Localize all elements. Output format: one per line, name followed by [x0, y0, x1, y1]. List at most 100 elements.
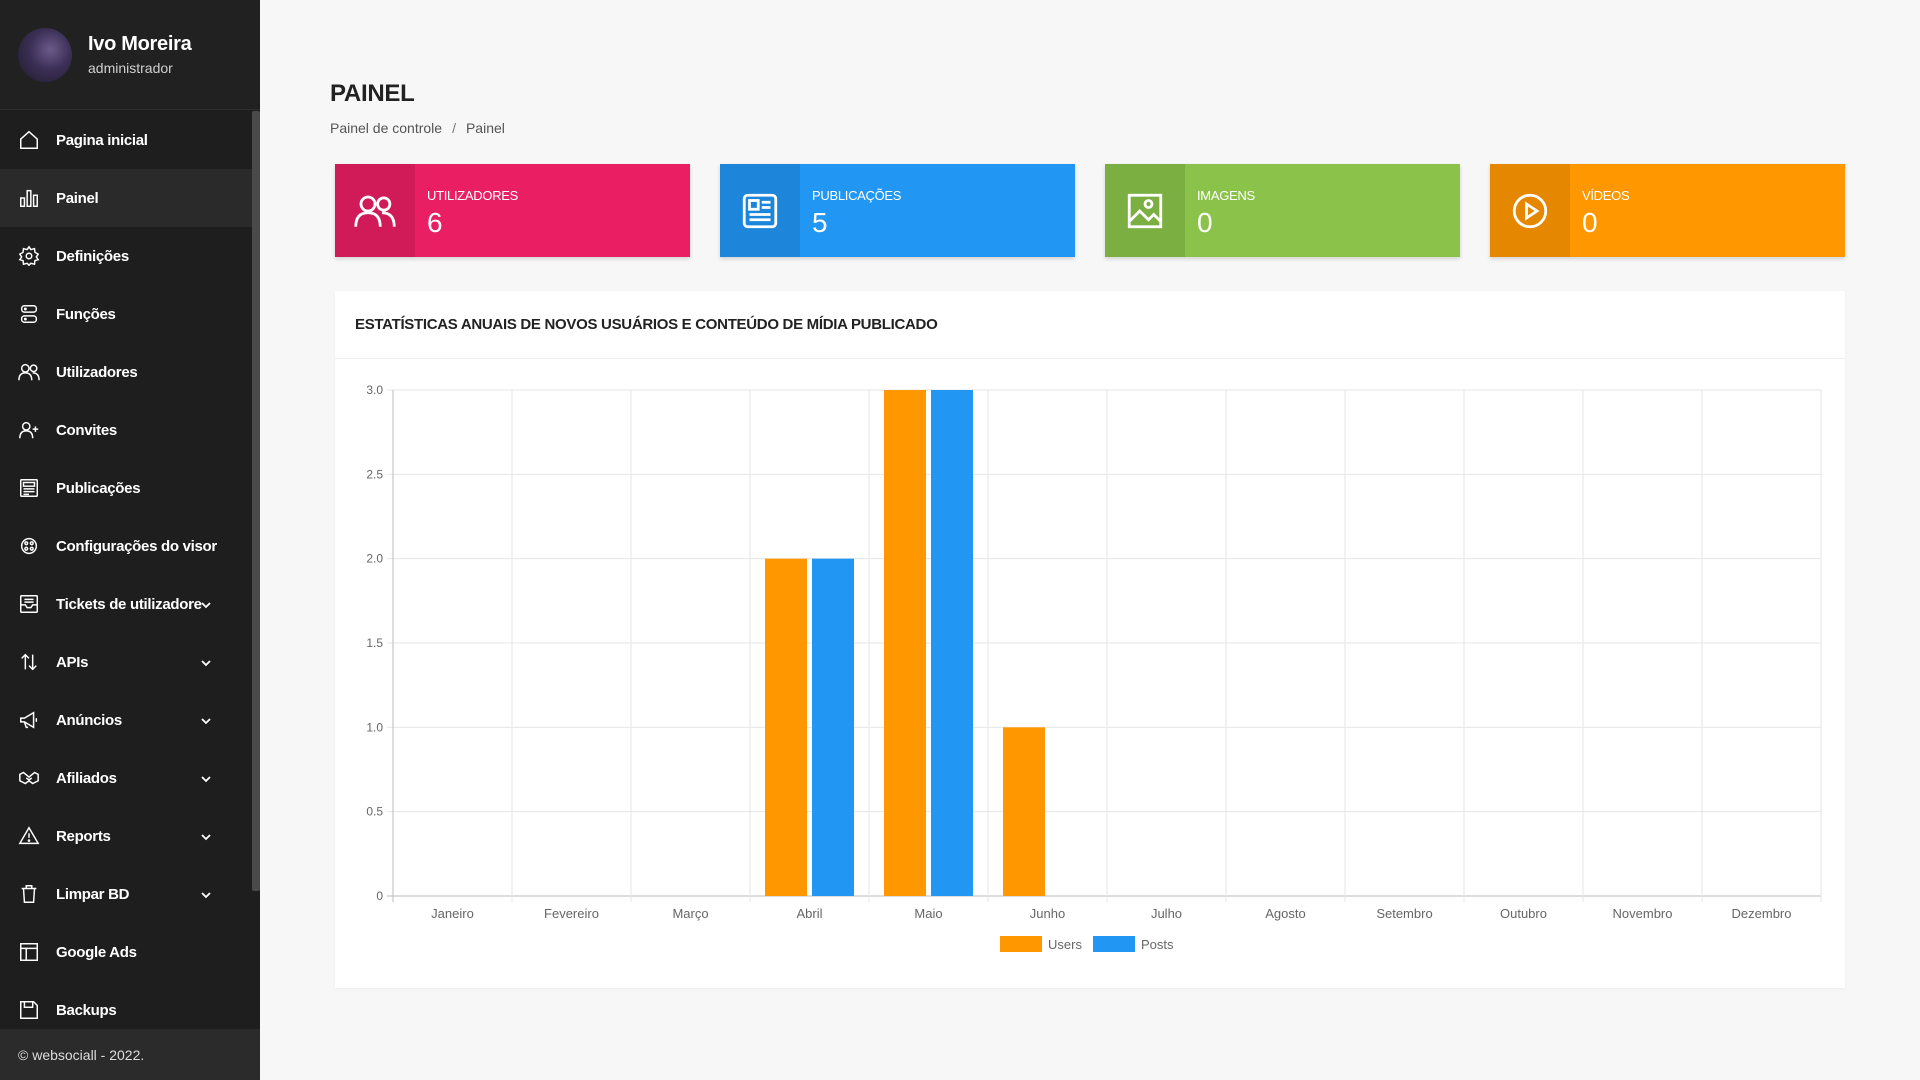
stat-card-value: 0 — [1197, 207, 1213, 238]
sidebar-item-utilizadores[interactable]: Utilizadores — [0, 343, 252, 401]
breadcrumb-item-dashboard[interactable]: Painel de controle — [330, 120, 443, 136]
stat-card-publicacoes[interactable]: PUBLICAÇÕES 5 — [720, 164, 1075, 257]
stat-cards: UTILIZADORES 6 PUBLICAÇÕES 5 IMAGENS 0 VÍDEOS 0 — [335, 164, 1845, 257]
bar-posts-abril — [812, 558, 854, 896]
sidebar-item-label: Publicações — [56, 479, 141, 497]
sidebar-item-backups[interactable]: Backups — [0, 981, 252, 1029]
copyright-footer: © websociall - 2022. — [0, 1029, 260, 1080]
sidebar-item-funcoes[interactable]: Funções — [0, 285, 252, 343]
x-tick-label: Setembro — [1376, 906, 1432, 921]
stat-card-value: 0 — [1582, 207, 1598, 238]
legend-label-users: Users — [1048, 937, 1082, 952]
sidebar-item-label: Funções — [56, 305, 116, 323]
stat-card-label: PUBLICAÇÕES — [812, 188, 902, 203]
sidebar-item-afiliados[interactable]: Afiliados — [0, 749, 252, 807]
arrows-updown-icon — [18, 651, 40, 673]
id-card-icon — [720, 164, 800, 257]
chevron-down-icon[interactable] — [200, 772, 212, 784]
sidebar-item-anuncios[interactable]: Anúncios — [0, 691, 252, 749]
sidebar-item-label: Definições — [56, 247, 129, 265]
bar-chart: 0 0.5 1.0 1.5 2.0 2.5 3.0 Janeiro Fevereiro Março… — [366, 383, 1822, 952]
chevron-down-icon[interactable] — [200, 656, 212, 668]
server-icon — [18, 303, 40, 325]
sidebar-scrollbar-thumb[interactable] — [252, 111, 260, 891]
sidebar-item-label: Anúncios — [56, 711, 122, 729]
breadcrumb: Painel de controle / Painel — [330, 120, 505, 136]
x-tick-label: Janeiro — [431, 906, 474, 921]
stat-card-label: IMAGENS — [1197, 188, 1255, 203]
breadcrumb-item-current: Painel — [465, 120, 505, 136]
sidebar: Ivo Moreira administrador Pagina inicial… — [0, 0, 260, 1080]
handshake-icon — [18, 767, 40, 789]
palette-icon — [18, 535, 40, 557]
y-tick-label: 3.0 — [366, 383, 383, 397]
x-tick-label: Abril — [796, 906, 822, 921]
stat-card-videos[interactable]: VÍDEOS 0 — [1490, 164, 1845, 257]
y-tick-label: 0 — [376, 889, 383, 903]
sidebar-item-reports[interactable]: Reports — [0, 807, 252, 865]
sidebar-item-label: Afiliados — [56, 769, 117, 787]
sidebar-item-configuracoes-do-visor[interactable]: Configurações do visor — [0, 517, 252, 575]
image-icon — [1105, 164, 1185, 257]
x-tick-label: Agosto — [1265, 906, 1305, 921]
home-icon — [18, 129, 40, 151]
sidebar-item-google-ads[interactable]: Google Ads — [0, 923, 252, 981]
trash-icon — [18, 883, 40, 905]
x-tick-label: Julho — [1151, 906, 1182, 921]
gear-icon — [18, 245, 40, 267]
sidebar-item-painel[interactable]: Painel — [0, 169, 252, 227]
sidebar-item-label: Reports — [56, 827, 111, 845]
sidebar-item-tickets-de-utilizadore[interactable]: Tickets de utilizadore — [0, 575, 252, 633]
bar-users-abril — [765, 558, 807, 896]
y-tick-label: 1.0 — [366, 720, 383, 734]
stat-card-label: UTILIZADORES — [427, 188, 519, 203]
legend-label-posts: Posts — [1141, 937, 1174, 952]
x-tick-label: Outubro — [1500, 906, 1547, 921]
sidebar-item-label: Limpar BD — [56, 885, 130, 903]
chevron-down-icon[interactable] — [200, 830, 212, 842]
user-profile[interactable]: Ivo Moreira administrador — [0, 0, 260, 110]
y-tick-label: 1.5 — [366, 636, 383, 650]
user-plus-icon — [18, 419, 40, 441]
bar-chart-icon — [18, 187, 40, 209]
stat-card-utilizadores[interactable]: UTILIZADORES 6 — [335, 164, 690, 257]
x-tick-label: Maio — [914, 906, 942, 921]
chevron-down-icon[interactable] — [200, 598, 212, 610]
layout-icon — [18, 941, 40, 963]
stat-card-value: 6 — [427, 207, 443, 238]
stat-card-imagens[interactable]: IMAGENS 0 — [1105, 164, 1460, 257]
sidebar-item-label: Convites — [56, 421, 117, 439]
chart-title: ESTATÍSTICAS ANUAIS DE NOVOS USUÁRIOS E … — [335, 291, 1845, 359]
sidebar-item-label: Tickets de utilizadore — [56, 595, 202, 613]
y-tick-label: 0.5 — [366, 805, 383, 819]
bar-users-junho — [1003, 727, 1045, 896]
legend-swatch-users — [1000, 936, 1042, 952]
users-icon — [18, 361, 40, 383]
play-icon — [1490, 164, 1570, 257]
sidebar-item-limpar-bd[interactable]: Limpar BD — [0, 865, 252, 923]
profile-name: Ivo Moreira — [88, 33, 192, 55]
x-tick-label: Dezembro — [1732, 906, 1792, 921]
sidebar-item-label: Google Ads — [56, 943, 137, 961]
inbox-icon — [18, 593, 40, 615]
bar-users-maio — [884, 390, 926, 896]
breadcrumb-separator: / — [452, 120, 456, 136]
stat-card-value: 5 — [812, 207, 828, 238]
sidebar-item-pagina-inicial[interactable]: Pagina inicial — [0, 111, 252, 169]
chevron-down-icon[interactable] — [200, 714, 212, 726]
y-tick-label: 2.5 — [366, 467, 383, 481]
sidebar-item-publicacoes[interactable]: Publicações — [0, 459, 252, 517]
main-content: PAINEL Painel de controle / Painel UTILI… — [260, 0, 1920, 1080]
sidebar-item-label: Utilizadores — [56, 363, 138, 381]
avatar[interactable] — [18, 27, 72, 82]
sidebar-item-convites[interactable]: Convites — [0, 401, 252, 459]
sidebar-nav: Pagina inicial Painel Definições Funções Uti… — [0, 111, 252, 1029]
sidebar-item-definicoes[interactable]: Definições — [0, 227, 252, 285]
sidebar-item-label: Configurações do visor — [56, 537, 217, 555]
page-title: PAINEL — [330, 80, 415, 107]
sidebar-item-label: Backups — [56, 1001, 117, 1019]
sidebar-item-apis[interactable]: APIs — [0, 633, 252, 691]
y-tick-label: 2.0 — [366, 552, 383, 566]
sidebar-item-label: APIs — [56, 653, 89, 671]
chevron-down-icon[interactable] — [200, 888, 212, 900]
